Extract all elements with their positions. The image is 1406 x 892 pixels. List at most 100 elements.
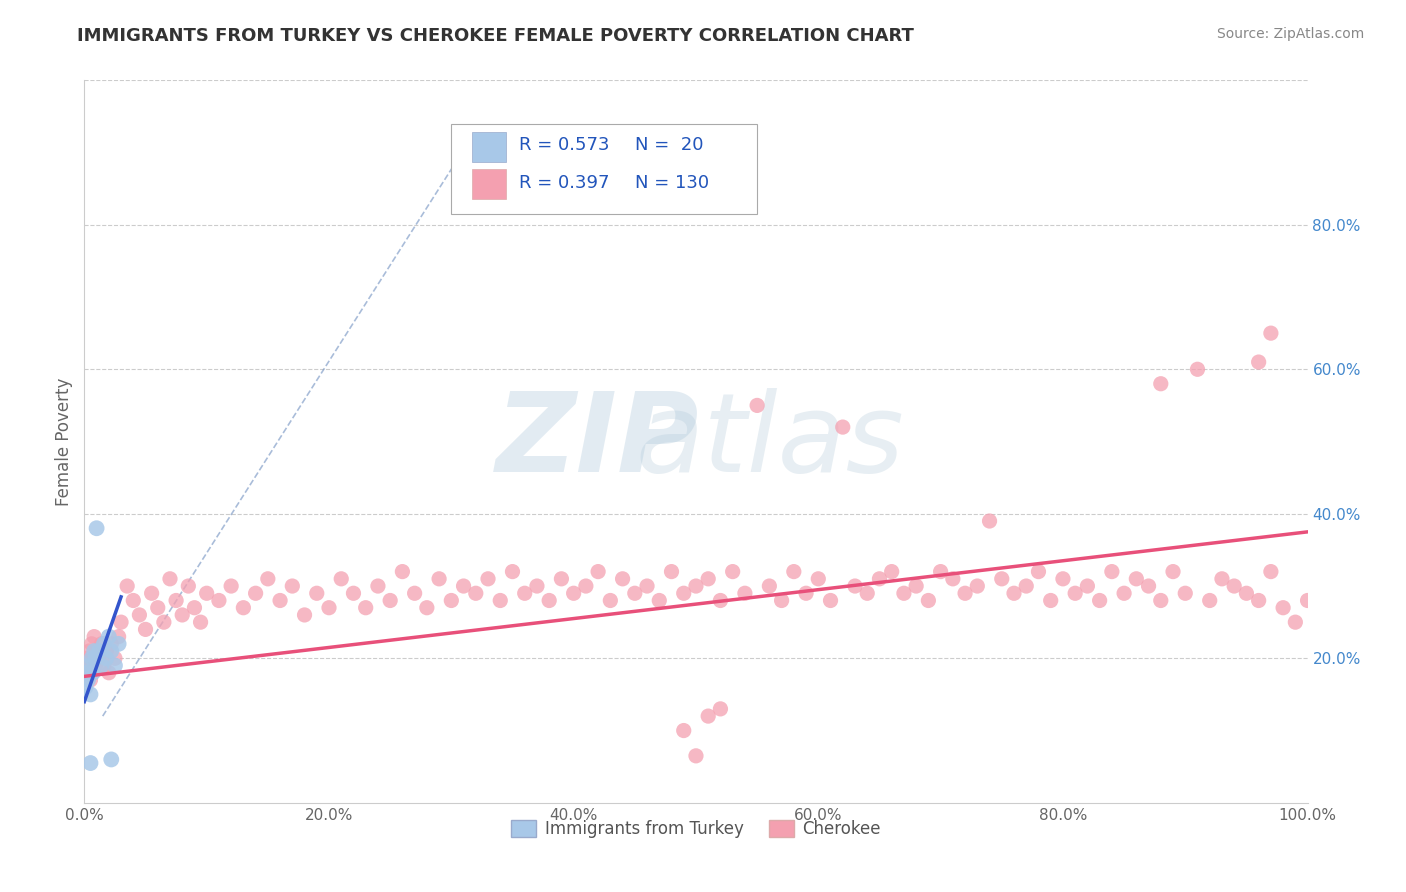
Point (869, 572, 891, 586)
Point (1247, 593, 1270, 607)
Point (77, 644, 100, 658)
Point (979, 514, 1001, 528)
Point (1236, 586, 1258, 600)
Point (86, 644, 108, 658)
Text: R = 0.573: R = 0.573 (519, 136, 609, 154)
Point (1187, 362, 1209, 376)
Point (86, 521, 108, 535)
Point (427, 572, 450, 586)
Point (685, 748, 707, 763)
Point (1002, 586, 1025, 600)
Point (709, 702, 731, 716)
Point (76, 651, 98, 665)
Point (599, 593, 621, 607)
FancyBboxPatch shape (472, 169, 506, 200)
Point (502, 565, 524, 579)
Point (661, 565, 683, 579)
Point (905, 579, 928, 593)
Point (165, 593, 187, 607)
Point (104, 651, 127, 665)
Point (159, 572, 181, 586)
Point (709, 593, 731, 607)
Text: N = 130: N = 130 (636, 174, 709, 192)
Point (966, 579, 988, 593)
Point (1174, 586, 1197, 600)
Point (477, 572, 499, 586)
Point (318, 600, 340, 615)
Point (122, 593, 145, 607)
Point (794, 586, 817, 600)
Point (97, 630, 120, 644)
Text: N =  20: N = 20 (636, 136, 703, 154)
Point (697, 572, 720, 586)
Point (115, 579, 138, 593)
Point (90, 658, 112, 673)
Point (83, 644, 105, 658)
Point (232, 600, 254, 615)
Point (1088, 593, 1111, 607)
Point (464, 586, 486, 600)
Point (128, 607, 150, 622)
Point (367, 579, 389, 593)
Point (844, 579, 866, 593)
Point (83, 630, 105, 644)
Point (107, 630, 129, 644)
Point (612, 572, 634, 586)
Point (404, 586, 426, 600)
FancyBboxPatch shape (472, 132, 506, 162)
Text: IMMIGRANTS FROM TURKEY VS CHEROKEE FEMALE POVERTY CORRELATION CHART: IMMIGRANTS FROM TURKEY VS CHEROKEE FEMAL… (77, 27, 914, 45)
Point (672, 586, 695, 600)
Point (1296, 593, 1319, 607)
Point (1161, 565, 1184, 579)
Text: ZIP: ZIP (496, 388, 700, 495)
Point (330, 572, 353, 586)
Point (697, 709, 720, 723)
Point (245, 586, 267, 600)
Point (1198, 593, 1220, 607)
Point (734, 586, 756, 600)
Point (648, 593, 671, 607)
Legend: Immigrants from Turkey, Cherokee: Immigrants from Turkey, Cherokee (505, 814, 887, 845)
Point (440, 593, 463, 607)
Point (526, 579, 548, 593)
Point (1039, 593, 1062, 607)
Point (783, 565, 806, 579)
Point (75, 680, 97, 694)
Point (77, 658, 100, 673)
Point (79, 687, 101, 701)
Point (76, 665, 98, 680)
Point (856, 586, 879, 600)
Point (758, 579, 780, 593)
Point (953, 586, 976, 600)
Point (1260, 565, 1282, 579)
Point (672, 723, 695, 738)
Point (77, 673, 100, 687)
Point (575, 579, 598, 593)
Point (100, 637, 122, 651)
Point (1064, 586, 1087, 600)
Point (87, 651, 110, 665)
Point (82, 665, 104, 680)
Point (489, 593, 512, 607)
Point (97, 665, 120, 680)
Point (416, 600, 439, 615)
Point (1015, 579, 1038, 593)
Point (294, 607, 316, 622)
Point (96, 651, 118, 665)
Point (1028, 565, 1050, 579)
Point (929, 565, 952, 579)
Point (100, 644, 122, 658)
Point (87, 644, 110, 658)
Point (80, 651, 103, 665)
Point (991, 572, 1014, 586)
Point (1101, 565, 1123, 579)
Point (281, 579, 304, 593)
Point (219, 579, 242, 593)
Y-axis label: Female Poverty: Female Poverty (55, 377, 73, 506)
Point (183, 600, 205, 615)
Point (391, 565, 413, 579)
Point (1137, 579, 1160, 593)
Point (453, 579, 475, 593)
Point (146, 600, 169, 615)
Point (342, 586, 364, 600)
